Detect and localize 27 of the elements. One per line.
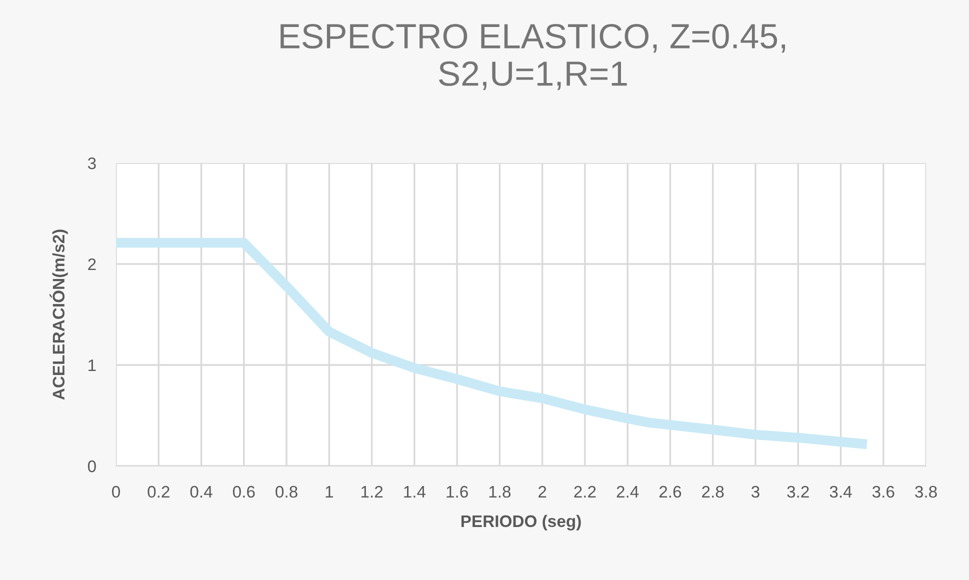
x-tick-label: 3.2 xyxy=(787,486,809,498)
x-tick-label: 1.8 xyxy=(489,486,511,498)
x-tick-label: 0.2 xyxy=(148,486,170,498)
x-tick-label: 0.8 xyxy=(276,486,298,498)
x-tick-label: 1.6 xyxy=(446,486,468,498)
x-tick-label: 1 xyxy=(326,486,333,498)
chart-title: ESPECTRO ELASTICO, Z=0.45, S2,U=1,R=1 xyxy=(280,24,786,90)
x-tick-label: 0.4 xyxy=(190,486,212,498)
x-tick-label: 3 xyxy=(751,486,760,498)
y-tick-label: 2 xyxy=(88,258,96,270)
x-tick-label: 0.6 xyxy=(232,486,255,498)
y-tick-label: 0 xyxy=(88,460,96,472)
x-tick-label: 2.4 xyxy=(616,486,639,498)
y-axis-title: ACELERACIÓN(m/s2) xyxy=(50,230,68,400)
x-axis-title: PERIODO (seg) xyxy=(461,514,581,530)
x-tick-label: 2.8 xyxy=(702,486,724,498)
x-tick-label: 3.6 xyxy=(872,486,894,498)
x-tick-label: 1.2 xyxy=(361,486,383,498)
x-tick-label: 2.2 xyxy=(574,486,596,498)
y-tick-label: 1 xyxy=(88,360,96,372)
x-tick-label: 2.6 xyxy=(659,486,682,498)
x-tick-label: 0 xyxy=(112,486,120,498)
x-tick-label: 3.4 xyxy=(830,486,852,498)
y-tick-label: 3 xyxy=(88,157,96,170)
x-tick-label: 1.4 xyxy=(404,486,426,498)
x-tick-label: 2 xyxy=(538,486,546,498)
x-tick-label: 3.8 xyxy=(915,486,937,498)
